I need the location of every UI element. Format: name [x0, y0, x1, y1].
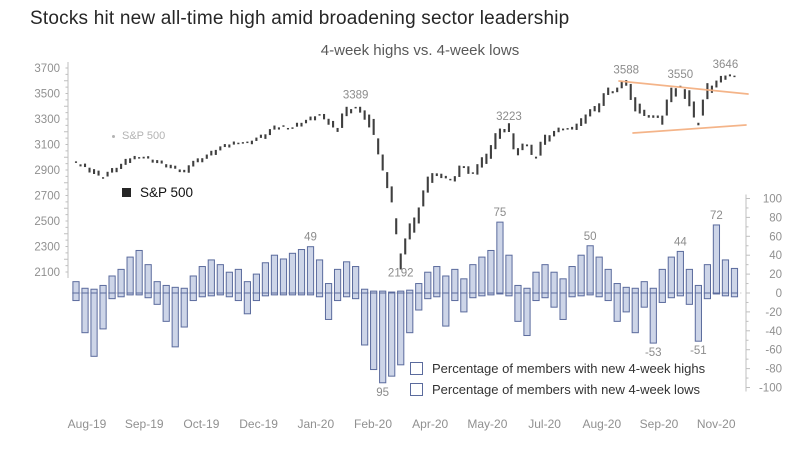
svg-text:-20: -20: [765, 307, 782, 319]
price-legend-text: S&P 500: [140, 185, 194, 200]
svg-text:-60: -60: [765, 345, 782, 357]
svg-text:Aug-19: Aug-19: [68, 417, 107, 431]
svg-text:3646: 3646: [713, 59, 739, 71]
svg-text:Sep-19: Sep-19: [125, 417, 164, 431]
svg-text:40: 40: [769, 250, 782, 262]
svg-text:80: 80: [769, 212, 782, 224]
square-marker-icon: [122, 188, 131, 197]
svg-text:20: 20: [769, 269, 782, 281]
svg-text:May-20: May-20: [467, 417, 507, 431]
svg-text:44: 44: [674, 236, 687, 248]
svg-text:Sep-20: Sep-20: [640, 417, 679, 431]
price-legend: S&P 500: [122, 185, 193, 200]
svg-text:Apr-20: Apr-20: [412, 417, 448, 431]
svg-text:-80: -80: [765, 364, 782, 376]
legend-lows-text: Percentage of members with new 4-week lo…: [432, 382, 701, 397]
svg-text:2900: 2900: [34, 165, 60, 177]
svg-text:49: 49: [304, 232, 317, 244]
svg-text:-51: -51: [690, 345, 707, 357]
highs-swatch-icon: [410, 362, 423, 375]
svg-text:3588: 3588: [613, 64, 639, 76]
svg-text:3500: 3500: [34, 89, 60, 101]
svg-text:72: 72: [710, 210, 723, 222]
svg-text:3300: 3300: [34, 114, 60, 126]
svg-text:95: 95: [376, 387, 389, 399]
price-point-label: S&P 500: [112, 130, 165, 142]
chart-subtitle: 4-week highs vs. 4-week lows: [320, 42, 520, 59]
svg-text:3389: 3389: [343, 90, 369, 102]
svg-text:2192: 2192: [388, 267, 414, 279]
legend-highs-text: Percentage of members with new 4-week hi…: [432, 361, 706, 376]
legend-item-lows: Percentage of members with new 4-week lo…: [410, 382, 705, 397]
svg-text:0: 0: [776, 288, 782, 300]
svg-text:75: 75: [494, 207, 507, 219]
svg-text:Oct-19: Oct-19: [183, 417, 219, 431]
breadth-legend: Percentage of members with new 4-week hi…: [410, 361, 705, 397]
svg-text:-53: -53: [645, 347, 662, 359]
svg-text:2100: 2100: [34, 267, 60, 279]
svg-text:2700: 2700: [34, 191, 60, 203]
svg-text:-40: -40: [765, 326, 782, 338]
legend-item-highs: Percentage of members with new 4-week hi…: [410, 361, 705, 376]
svg-text:3550: 3550: [668, 69, 694, 81]
svg-text:Dec-19: Dec-19: [239, 417, 278, 431]
svg-text:50: 50: [584, 231, 597, 243]
svg-text:Jan-20: Jan-20: [297, 417, 334, 431]
svg-text:3223: 3223: [496, 111, 522, 123]
svg-text:60: 60: [769, 231, 782, 243]
lows-swatch-icon: [410, 383, 423, 396]
svg-text:2300: 2300: [34, 242, 60, 254]
svg-text:2500: 2500: [34, 216, 60, 228]
svg-text:Aug-20: Aug-20: [582, 417, 621, 431]
svg-text:Nov-20: Nov-20: [697, 417, 736, 431]
point-marker-icon: [112, 134, 115, 138]
svg-text:Jul-20: Jul-20: [528, 417, 561, 431]
svg-text:3700: 3700: [34, 63, 60, 75]
svg-text:Feb-20: Feb-20: [354, 417, 392, 431]
svg-text:100: 100: [763, 194, 782, 206]
svg-text:3100: 3100: [34, 140, 60, 152]
chart-title: Stocks hit new all-time high amid broade…: [30, 8, 570, 29]
svg-text:-100: -100: [759, 383, 782, 395]
price-point-label-text: S&P 500: [122, 130, 166, 142]
